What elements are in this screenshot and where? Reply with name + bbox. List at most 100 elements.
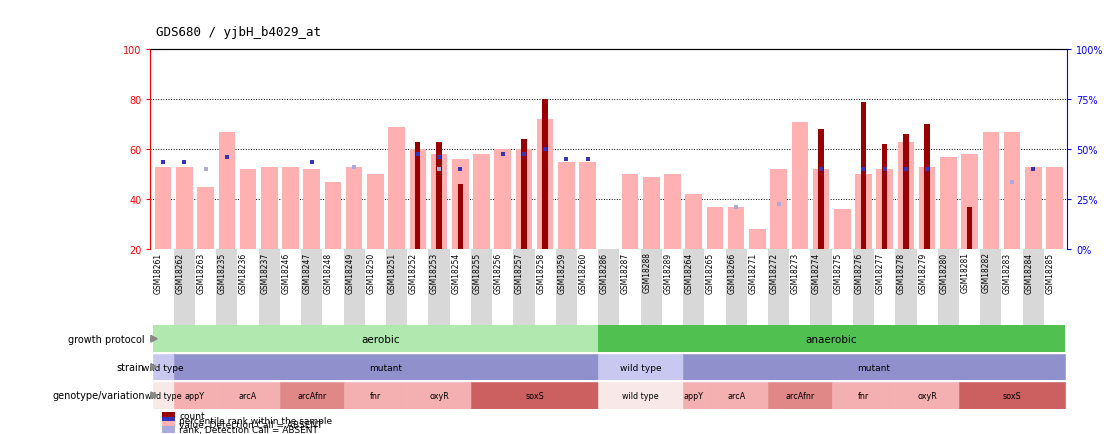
Text: arcA: arcA <box>238 391 257 400</box>
Bar <box>452 160 469 250</box>
Bar <box>153 326 598 352</box>
Bar <box>324 182 341 250</box>
Text: GSM18254: GSM18254 <box>451 252 460 293</box>
Bar <box>877 170 893 250</box>
Text: count: count <box>179 411 205 420</box>
Bar <box>343 382 408 409</box>
Text: soxS: soxS <box>1003 391 1022 400</box>
Bar <box>856 174 872 250</box>
Text: GSM18262: GSM18262 <box>175 252 184 293</box>
Text: appY: appY <box>185 391 205 400</box>
Bar <box>598 326 1065 352</box>
Bar <box>345 167 362 250</box>
Bar <box>303 170 320 250</box>
Bar <box>1023 250 1044 326</box>
Bar <box>174 382 216 409</box>
Bar <box>819 130 823 250</box>
Bar <box>967 207 973 250</box>
Bar <box>301 250 322 326</box>
Bar <box>280 250 301 326</box>
Text: GSM18273: GSM18273 <box>791 252 800 293</box>
Bar <box>598 354 683 381</box>
Text: oxyR: oxyR <box>917 391 937 400</box>
Bar <box>153 250 174 326</box>
Bar <box>810 250 832 326</box>
Bar <box>535 250 556 326</box>
Text: mutant: mutant <box>370 363 402 372</box>
Text: GSM18288: GSM18288 <box>643 252 652 293</box>
Bar <box>853 250 874 326</box>
Text: GSM18289: GSM18289 <box>664 252 673 293</box>
Text: GSM18256: GSM18256 <box>494 252 502 293</box>
Bar <box>983 132 999 250</box>
Text: aerobic: aerobic <box>361 334 400 344</box>
Text: GSM18261: GSM18261 <box>154 252 163 293</box>
Text: GSM18248: GSM18248 <box>324 252 333 293</box>
Bar <box>704 250 725 326</box>
Bar <box>258 250 280 326</box>
Bar <box>450 250 471 326</box>
Bar <box>543 100 548 250</box>
Bar <box>197 187 214 250</box>
Bar <box>1046 167 1063 250</box>
Bar <box>683 382 704 409</box>
Text: GSM18277: GSM18277 <box>876 252 885 293</box>
Text: GSM18265: GSM18265 <box>706 252 715 293</box>
Text: appY: appY <box>684 391 704 400</box>
Bar <box>959 382 1065 409</box>
Bar <box>919 167 936 250</box>
Text: wild type: wild type <box>623 391 659 400</box>
Bar <box>492 250 514 326</box>
Bar <box>364 250 385 326</box>
Bar <box>195 250 216 326</box>
Bar <box>471 382 598 409</box>
Text: GSM18279: GSM18279 <box>918 252 927 293</box>
Text: GSM18237: GSM18237 <box>261 252 270 293</box>
Bar <box>704 382 768 409</box>
Bar <box>832 250 853 326</box>
Polygon shape <box>150 364 157 371</box>
Bar <box>1001 250 1023 326</box>
Text: GSM18274: GSM18274 <box>812 252 821 293</box>
Text: GSM18280: GSM18280 <box>939 252 948 293</box>
Bar <box>176 167 193 250</box>
Text: wild type: wild type <box>619 363 662 372</box>
Bar <box>961 155 978 250</box>
Text: wild type: wild type <box>143 363 184 372</box>
Bar <box>641 250 662 326</box>
Text: GSM18276: GSM18276 <box>854 252 863 293</box>
Text: GSM18282: GSM18282 <box>981 252 990 293</box>
Text: GDS680 / yjbH_b4029_at: GDS680 / yjbH_b4029_at <box>156 26 321 39</box>
Text: arcAfnr: arcAfnr <box>785 391 814 400</box>
Text: GSM18251: GSM18251 <box>388 252 397 293</box>
Bar <box>792 122 808 250</box>
Text: percentile rank within the sample: percentile rank within the sample <box>179 416 332 424</box>
Bar <box>598 250 619 326</box>
Bar <box>521 140 527 250</box>
Text: arcAfnr: arcAfnr <box>297 391 326 400</box>
Bar <box>683 354 1065 381</box>
Bar <box>389 127 404 250</box>
Bar <box>437 142 441 250</box>
Text: GSM18260: GSM18260 <box>578 252 587 293</box>
Bar <box>685 194 702 250</box>
Bar <box>662 250 683 326</box>
Bar <box>516 150 532 250</box>
Bar <box>1025 167 1042 250</box>
Text: GSM18281: GSM18281 <box>960 252 969 293</box>
Bar <box>882 145 888 250</box>
Bar <box>1044 250 1065 326</box>
Bar <box>770 170 786 250</box>
Text: GSM18257: GSM18257 <box>515 252 524 293</box>
Text: GSM18255: GSM18255 <box>472 252 481 293</box>
Text: GSM18247: GSM18247 <box>303 252 312 293</box>
Text: rank, Detection Call = ABSENT: rank, Detection Call = ABSENT <box>179 425 319 434</box>
Text: wild type: wild type <box>145 391 182 400</box>
Text: GSM18252: GSM18252 <box>409 252 418 293</box>
Text: GSM18284: GSM18284 <box>1024 252 1034 293</box>
Bar <box>153 354 174 381</box>
Bar <box>903 135 909 250</box>
Text: fnr: fnr <box>370 391 381 400</box>
Text: GSM18250: GSM18250 <box>367 252 375 293</box>
Bar <box>174 250 195 326</box>
